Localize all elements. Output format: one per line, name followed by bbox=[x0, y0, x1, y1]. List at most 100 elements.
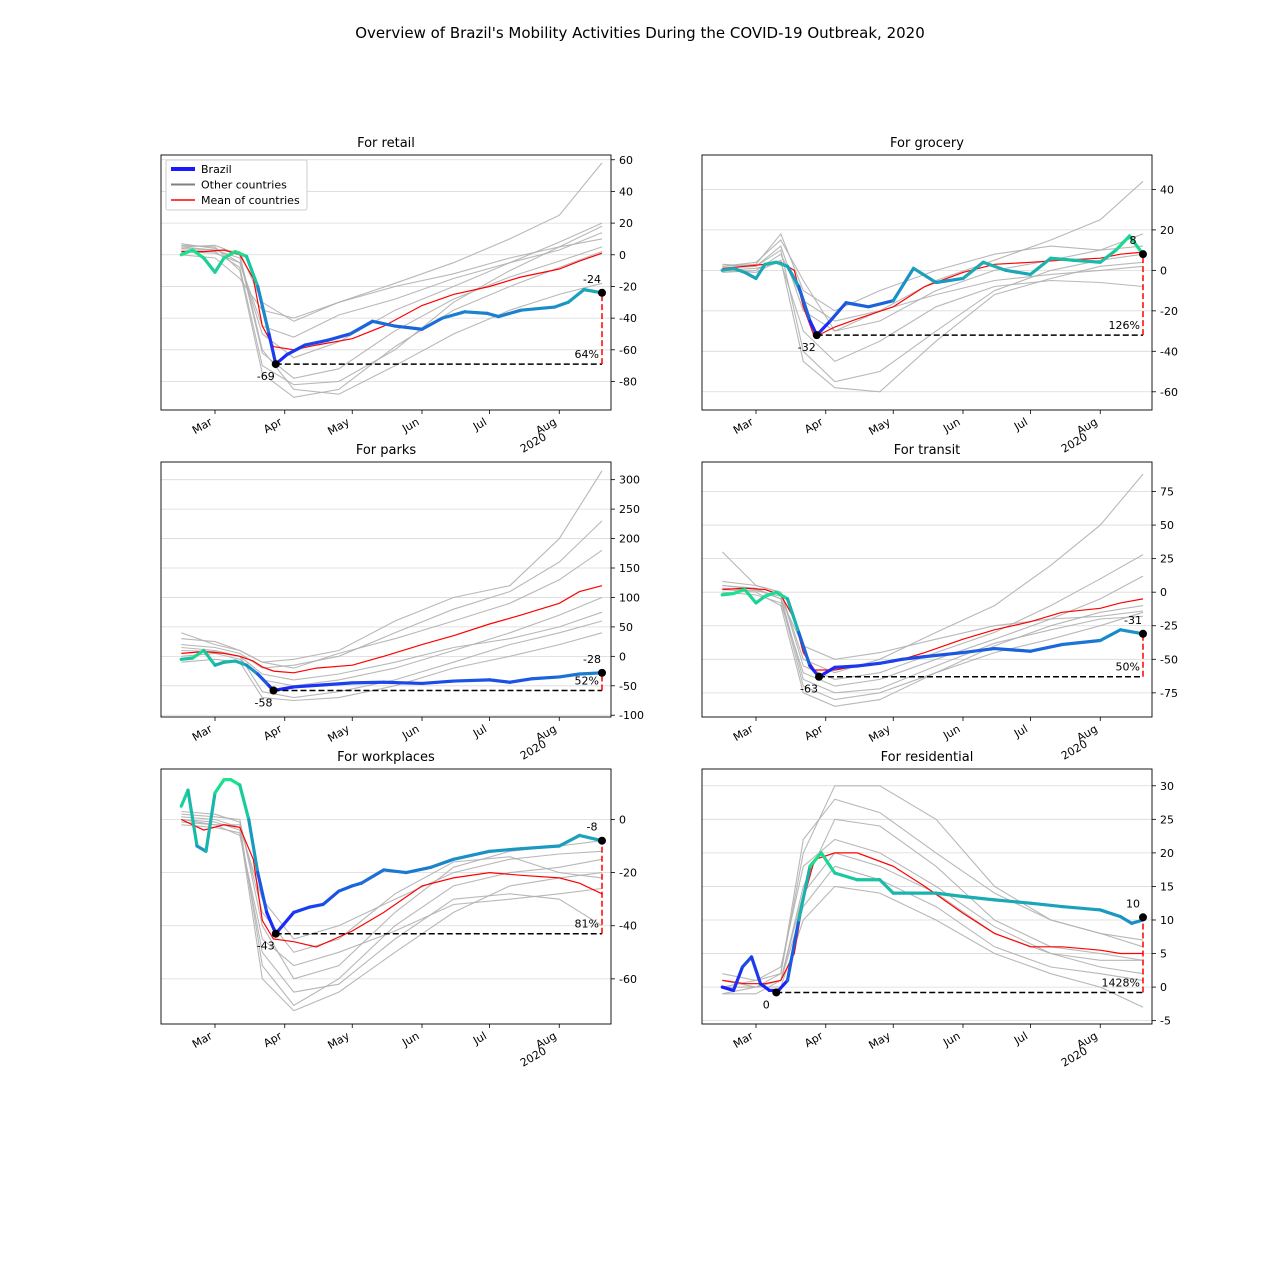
brazil-line-segment bbox=[758, 982, 772, 993]
brazil-line-segment bbox=[429, 857, 456, 869]
y-tick-label: -100 bbox=[619, 709, 644, 722]
y-tick-label: 300 bbox=[619, 474, 640, 487]
y-tick-label: 0 bbox=[1160, 981, 1167, 994]
y-tick-label: -5 bbox=[1160, 1015, 1171, 1028]
recovery-percent-label: 126% bbox=[1109, 319, 1140, 332]
other-country-line bbox=[181, 549, 603, 669]
brazil-line-segment bbox=[720, 266, 736, 272]
brazil-line-segment bbox=[1049, 256, 1075, 262]
brazil-line-segment bbox=[566, 288, 586, 304]
brazil-line-segment bbox=[1098, 908, 1123, 919]
y-tick-label: -40 bbox=[619, 920, 637, 933]
brazil-line-segment bbox=[213, 256, 226, 274]
brazil-line-segment bbox=[440, 310, 467, 320]
axes-frame bbox=[701, 768, 1153, 1025]
last-point-marker bbox=[1139, 250, 1147, 259]
y-tick-label: 250 bbox=[619, 503, 640, 516]
brazil-line-segment bbox=[743, 587, 758, 605]
x-tick-label: Jul bbox=[1011, 1029, 1030, 1047]
brazil-line-segment bbox=[420, 679, 456, 686]
brazil-line-segment bbox=[496, 308, 523, 319]
y-tick-label: 75 bbox=[1160, 486, 1174, 499]
brazil-line-segment bbox=[891, 266, 916, 303]
brazil-line-segment bbox=[911, 266, 938, 285]
y-tick-label: -80 bbox=[619, 375, 637, 388]
y-tick-label: -75 bbox=[1160, 687, 1178, 700]
brazil-line-segment bbox=[961, 260, 985, 281]
brazil-line-segment bbox=[808, 851, 823, 868]
brazil-line-segment bbox=[190, 248, 206, 260]
brazil-line-segment bbox=[325, 332, 352, 342]
brazil-line-segment bbox=[557, 672, 582, 679]
x-tick-label: Jul bbox=[470, 415, 489, 433]
y-tick-label: 0 bbox=[619, 249, 626, 262]
last-point-marker bbox=[598, 288, 606, 297]
brazil-line-segment bbox=[485, 311, 501, 319]
brazil-line-segment bbox=[195, 844, 208, 853]
y-tick-label: -25 bbox=[1160, 620, 1178, 633]
brazil-line-segment bbox=[878, 657, 904, 665]
min-point-marker bbox=[271, 360, 280, 369]
last-point-label: -31 bbox=[1124, 614, 1142, 627]
brazil-line-segment bbox=[797, 864, 812, 922]
brazil-line-segment bbox=[934, 891, 965, 899]
axes-frame bbox=[160, 154, 612, 411]
brazil-line-segment bbox=[731, 965, 745, 993]
recovery-percent-label: 64% bbox=[575, 348, 599, 361]
brazil-line-segment bbox=[1060, 638, 1102, 647]
brazil-line-segment bbox=[307, 902, 325, 909]
brazil-line-segment bbox=[382, 680, 424, 686]
recovery-percent-label: 52% bbox=[575, 674, 599, 687]
brazil-line-segment bbox=[222, 250, 237, 260]
min-point-marker bbox=[269, 686, 278, 695]
brazil-line-segment bbox=[382, 868, 408, 875]
brazil-line-segment bbox=[961, 646, 997, 655]
y-tick-label: -40 bbox=[619, 312, 637, 325]
brazil-line-segment bbox=[233, 659, 249, 667]
brazil-line-segment bbox=[229, 778, 242, 787]
brazil-line-segment bbox=[754, 594, 767, 605]
other-country-line bbox=[181, 821, 603, 967]
brazil-line-segment bbox=[981, 260, 1008, 272]
brazil-line-segment bbox=[553, 300, 570, 309]
y-tick-label: 25 bbox=[1160, 553, 1174, 566]
brazil-line-segment bbox=[519, 305, 557, 312]
other-country-line bbox=[722, 885, 1144, 1008]
brazil-line-segment bbox=[1118, 915, 1134, 925]
brazil-line-segment bbox=[1114, 234, 1132, 252]
brazil-line-segment bbox=[487, 847, 523, 853]
brazil-line-segment bbox=[785, 264, 801, 289]
y-tick-label: 0 bbox=[1160, 264, 1167, 277]
y-tick-label: 10 bbox=[1160, 914, 1174, 927]
brazil-line-segment bbox=[321, 889, 341, 907]
brazil-line-segment bbox=[934, 276, 965, 285]
y-tick-label: -40 bbox=[1160, 345, 1178, 358]
brazil-line-segment bbox=[274, 910, 296, 936]
other-country-line bbox=[722, 838, 1144, 988]
min-point-label: -32 bbox=[798, 341, 816, 354]
brazil-line-segment bbox=[285, 343, 307, 357]
brazil-line-segment bbox=[797, 630, 812, 668]
y-tick-label: -20 bbox=[1160, 305, 1178, 318]
axes-frame bbox=[701, 154, 1153, 411]
brazil-line-segment bbox=[797, 284, 812, 323]
other-country-line bbox=[722, 588, 1144, 707]
other-country-line bbox=[181, 818, 603, 1012]
y-tick-label: 20 bbox=[1160, 224, 1174, 237]
last-point-label: -24 bbox=[583, 273, 601, 286]
brazil-line-segment bbox=[743, 270, 758, 281]
brazil-line-segment bbox=[1004, 268, 1033, 277]
brazil-line-segment bbox=[179, 248, 195, 257]
brazil-line-segment bbox=[359, 868, 386, 885]
brazil-line-segment bbox=[720, 985, 736, 993]
brazil-line-segment bbox=[519, 844, 561, 851]
other-country-line bbox=[722, 249, 1144, 383]
brazil-line-segment bbox=[325, 681, 354, 687]
brazil-line-segment bbox=[1028, 256, 1053, 277]
other-country-line bbox=[181, 222, 603, 359]
brazil-line-segment bbox=[350, 680, 386, 685]
y-tick-label: -60 bbox=[619, 344, 637, 357]
other-country-line bbox=[722, 233, 1144, 332]
